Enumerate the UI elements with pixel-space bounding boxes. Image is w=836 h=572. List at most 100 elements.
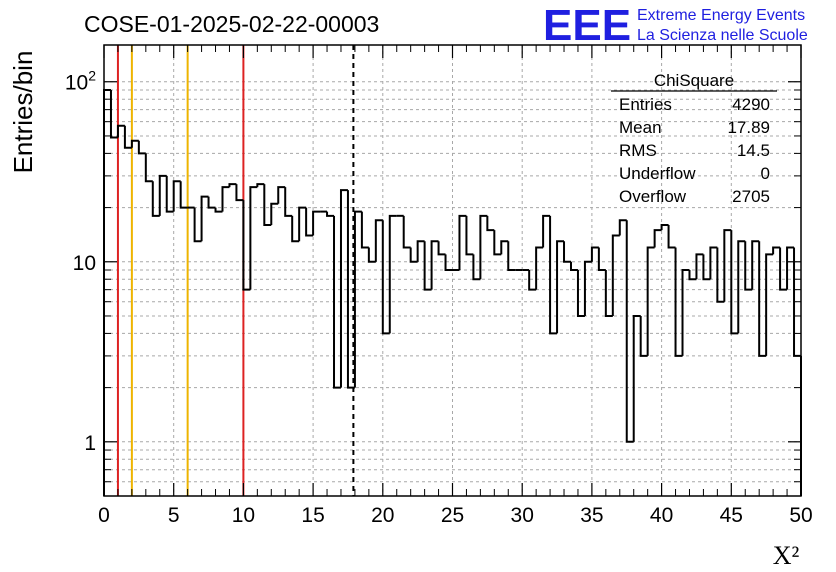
histogram-bin [535,246,544,290]
logo-mark: EEE [543,1,631,50]
histogram-bin [284,187,293,217]
histogram-bin [465,215,474,256]
histogram-bin [556,240,565,334]
histogram-bin [786,246,795,290]
histogram-bin [507,241,516,272]
histogram-bin [604,270,613,317]
histogram-bin [333,215,341,389]
logo-line-1: Extreme Energy Events [637,7,805,24]
x-tick-label: 25 [441,504,464,527]
histogram-bin [709,246,718,280]
histogram-bin [256,183,265,188]
x-tick-label: 30 [511,504,534,527]
histogram-bin [542,214,551,248]
histogram-bin [528,270,537,291]
plot-title: COSE-01-2025-02-22-00003 [84,11,379,37]
histogram-bin [653,229,662,248]
histogram-bin [263,184,272,227]
histogram-bin [423,241,432,291]
histogram-bin [416,240,425,262]
grid-lines [104,45,801,496]
histogram-bin [667,225,676,249]
y-tick-label: 10 [73,252,96,275]
histogram-bin [360,211,369,249]
histogram-bin [367,247,376,263]
histogram-bin [165,175,174,213]
stats-label-rms: RMS [619,141,657,160]
eee-logo: EEE Extreme Energy Events La Scienza nel… [543,1,808,50]
histogram-bin [493,230,502,256]
histogram-bin [479,214,488,280]
y-axis-title: Entries/bin [8,51,38,174]
histogram-bin [597,247,606,272]
histogram-bin [221,186,230,212]
histogram-bin [228,183,237,188]
histogram-bin [549,215,558,335]
histogram-bin [458,214,467,271]
histogram-bin [472,254,481,281]
histogram-bin [298,206,307,242]
histogram-bin [744,241,753,291]
histogram-bin [291,215,300,243]
x-tick-label: 0 [98,504,110,527]
histogram-bin [772,246,781,255]
histogram-bin [151,181,160,217]
histogram-bin [172,180,181,212]
histogram-bin [681,269,690,356]
stats-value-mean: 17.89 [727,118,770,137]
x-axis-title: X² [773,541,800,570]
x-tick-label: 15 [301,504,324,527]
histogram-bin [444,254,453,272]
histogram-bin [109,89,118,139]
stats-title: ChiSquare [654,71,734,90]
histogram-bin [144,153,153,183]
histogram-bin [563,241,571,263]
stats-label-underflow: Underflow [619,164,696,183]
stats-label-mean: Mean [619,118,662,137]
histogram-bin [583,260,592,316]
histogram-bin [388,214,397,334]
histogram-bin [339,189,348,388]
histogram-bin [353,210,362,388]
histogram-bin [751,240,760,290]
histogram-bin [758,241,767,357]
logo-line-2: La Scienza nelle Scuole [637,27,808,44]
x-tick-label: 20 [371,504,394,527]
histogram-bin [702,254,711,281]
stats-value-overflow: 2705 [732,187,770,206]
stats-value-entries: 4290 [732,95,770,114]
histogram-bin [611,234,620,316]
histogram-bin [346,190,355,389]
x-tick-label: 10 [232,504,255,527]
histogram-bin [618,219,627,236]
histogram-bin [242,200,251,291]
histogram-bin [765,253,774,356]
histogram-bin [235,184,244,202]
x-tick-label: 40 [650,504,673,527]
histogram-bin [639,315,648,357]
histogram-bin [660,224,669,231]
histogram-bin [695,253,704,280]
histogram-bin [402,215,411,249]
histogram-bin [207,196,216,209]
histogram-bin [130,139,139,148]
histogram-bin [123,125,132,149]
histogram-bin [716,247,725,303]
histogram-bin [576,270,585,317]
x-tick-label: 50 [789,504,812,527]
histogram-bin [688,270,697,281]
histogram-bin [632,314,641,442]
histogram-bin [214,207,223,213]
stats-label-overflow: Overflow [619,187,687,206]
histogram-bin [249,186,258,290]
histogram-bin [312,210,321,236]
histogram-bin [437,241,446,256]
histogram-bin [590,246,599,262]
histogram-bin [137,140,146,155]
histogram-bin [779,247,788,291]
x-tick-label: 5 [168,504,180,527]
histogram-bin [409,247,418,263]
